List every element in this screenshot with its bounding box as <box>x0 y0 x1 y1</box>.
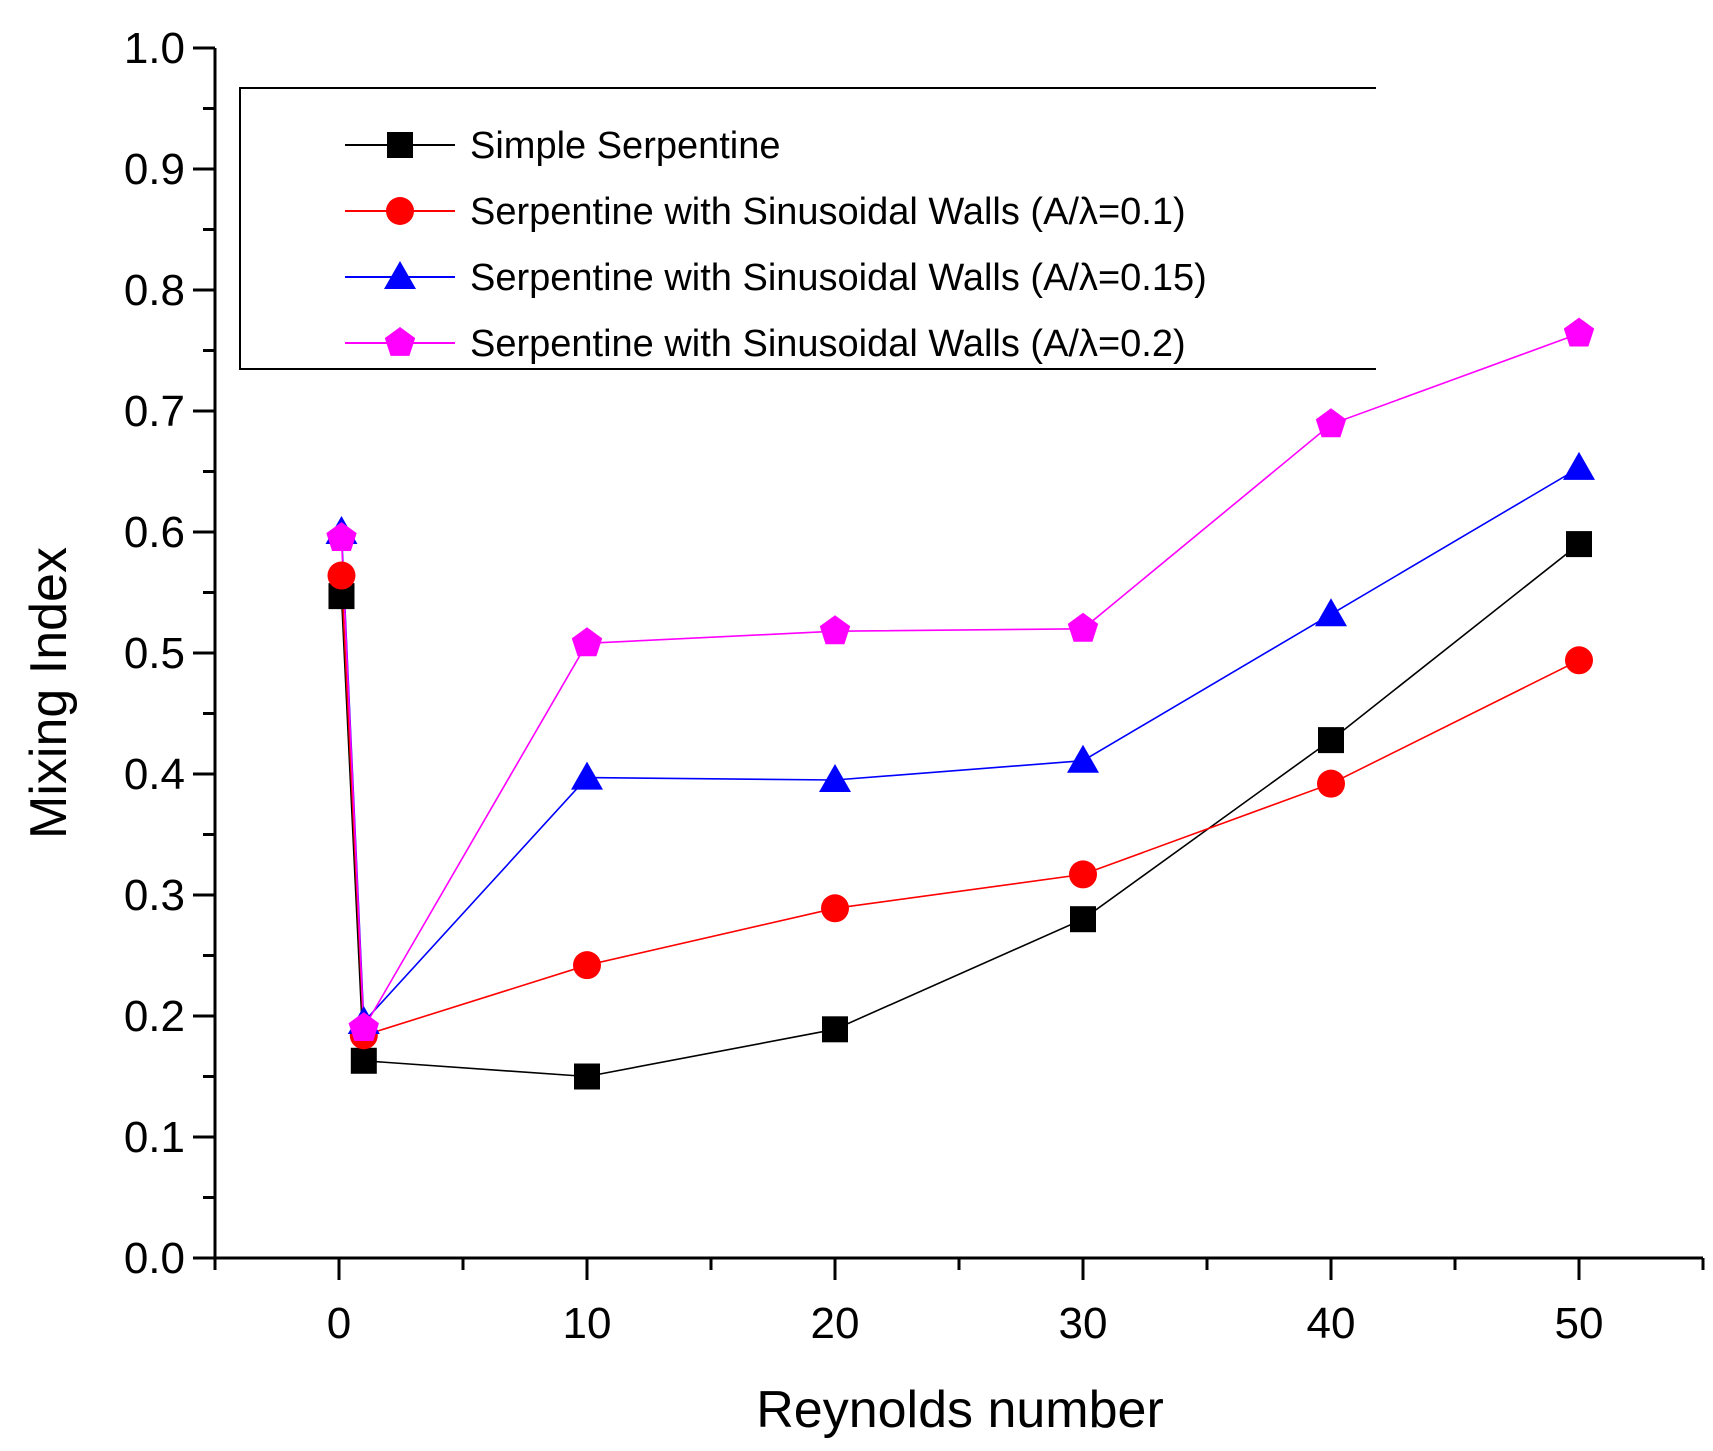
y-tick-label: 1.0 <box>124 24 185 73</box>
y-axis-title: Mixing Index <box>20 547 78 839</box>
data-point-series-4 <box>571 627 603 657</box>
x-axis-ticks: 0 10 20 30 40 50 <box>213 1258 1705 1348</box>
y-tick-label: 0.1 <box>124 1113 185 1162</box>
data-point-series-2 <box>1317 769 1345 798</box>
x-tick-label: 50 <box>1555 1299 1604 1348</box>
x-tick-label: 40 <box>1307 1299 1356 1348</box>
data-point-series-2 <box>573 951 601 980</box>
data-point-series-1 <box>350 1047 377 1074</box>
x-tick-label: 10 <box>563 1299 612 1348</box>
legend: Simple Serpentine Serpentine with Sinusoi… <box>239 87 1376 370</box>
data-point-series-4 <box>1315 408 1347 438</box>
y-tick-label: 0.3 <box>124 871 185 920</box>
series-markers <box>325 317 1595 1090</box>
legend-frame <box>239 87 1376 370</box>
data-point-series-1 <box>574 1063 600 1090</box>
x-tick-label: 0 <box>327 1299 351 1348</box>
data-point-series-4 <box>1067 612 1099 642</box>
y-tick-label: 0.9 <box>124 145 185 194</box>
series-line-4 <box>340 332 1580 1031</box>
data-point-series-2 <box>1069 860 1097 889</box>
data-point-series-3 <box>1067 744 1099 773</box>
legend-label: Serpentine with Sinusoidal Walls (A/λ=0.… <box>470 257 1207 299</box>
data-point-series-3 <box>1315 598 1347 627</box>
data-point-series-1 <box>1318 727 1344 754</box>
data-point-series-4 <box>819 615 851 645</box>
y-tick-label: 0.4 <box>124 750 185 799</box>
y-tick-label: 0.5 <box>124 629 185 678</box>
series-lines <box>340 332 1580 1078</box>
legend-label: Serpentine with Sinusoidal Walls (A/λ=0.… <box>470 191 1186 233</box>
x-tick-label: 20 <box>811 1299 860 1348</box>
legend-marker <box>384 327 416 356</box>
y-tick-label: 0.6 <box>124 508 185 557</box>
data-point-series-4 <box>348 1012 379 1041</box>
legend-marker <box>386 197 414 225</box>
data-point-series-1 <box>822 1016 848 1043</box>
series-line-2 <box>340 575 1580 1037</box>
data-point-series-3 <box>571 761 603 790</box>
y-axis-ticks: 0.0 0.1 0.2 0.3 0.4 0.5 0.6 0.7 0.8 0.9 1.0 <box>124 24 215 1283</box>
y-tick-label: 0.0 <box>124 1234 185 1283</box>
data-point-series-2 <box>1565 646 1593 675</box>
y-tick-label: 0.8 <box>124 266 185 315</box>
y-tick-label: 0.2 <box>124 992 185 1041</box>
y-tick-label: 0.7 <box>124 387 185 436</box>
data-point-series-1 <box>1566 531 1592 558</box>
legend-label: Simple Serpentine <box>470 125 781 167</box>
x-tick-label: 30 <box>1059 1299 1108 1348</box>
legend-marker <box>384 261 416 289</box>
data-point-series-4 <box>326 522 357 551</box>
data-point-series-1 <box>1070 906 1096 933</box>
legend-marker <box>387 132 413 158</box>
data-point-series-3 <box>1563 451 1595 480</box>
x-axis-title: Reynolds number <box>756 1381 1164 1439</box>
data-point-series-2 <box>327 561 356 590</box>
data-point-series-2 <box>821 894 849 923</box>
data-point-series-4 <box>1563 317 1595 347</box>
data-point-series-3 <box>819 764 851 793</box>
series-line-1 <box>340 543 1580 1078</box>
legend-label: Serpentine with Sinusoidal Walls (A/λ=0.… <box>470 323 1186 365</box>
